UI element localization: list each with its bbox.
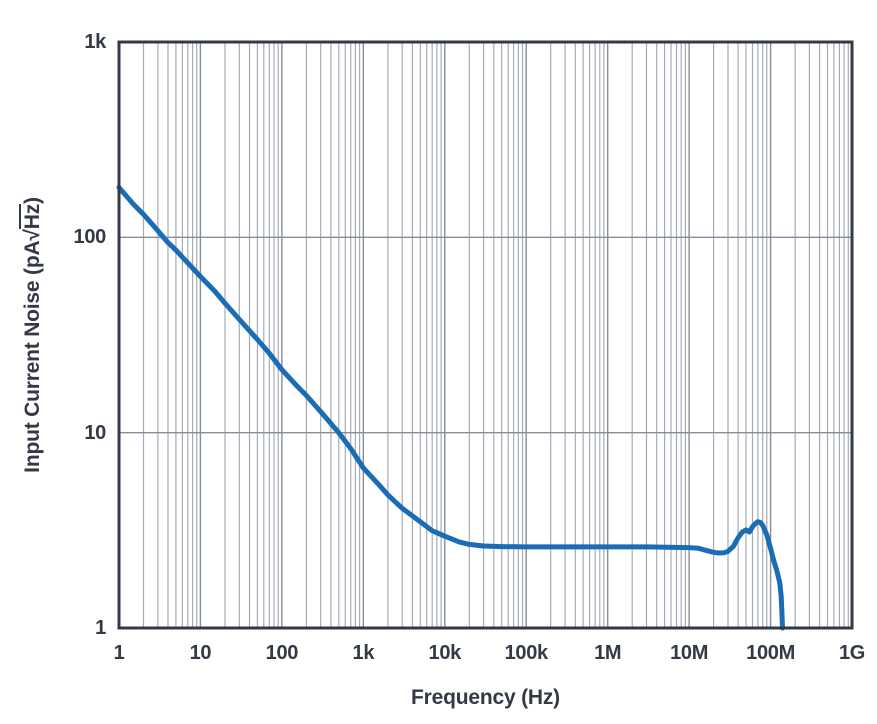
x-tick-label-10k: 10k	[428, 642, 462, 664]
x-axis-title: Frequency (Hz)	[411, 686, 560, 709]
x-tick-label-1G: 1G	[838, 642, 866, 664]
y-tick-label-1: 1	[95, 617, 106, 639]
x-tick-label-1M: 1M	[594, 642, 622, 664]
y-axis-title-overline-hz: Hz	[19, 203, 44, 230]
x-tick-label-10: 10	[189, 642, 212, 664]
y-tick-label-10: 10	[84, 421, 106, 444]
y-tick-label-100: 100	[73, 226, 107, 249]
x-tick-label-1: 1	[113, 642, 125, 664]
y-axis-title-prefix: Input Current Noise (pA√	[21, 229, 44, 473]
y-axis-title: Input Current Noise (pA√Hz)	[19, 35, 47, 635]
y-axis-title-suffix: )	[21, 197, 44, 204]
y-tick-label-1k: 1k	[84, 31, 106, 53]
noise-curve-input-current-noise	[116, 185, 785, 631]
x-tick-label-100M: 100M	[746, 642, 795, 664]
x-tick-label-1k: 1k	[352, 642, 375, 664]
x-tick-label-10M: 10M	[670, 642, 709, 664]
x-tick-label-100k: 100k	[504, 642, 549, 664]
x-tick-label-100: 100	[265, 642, 299, 664]
plot-border	[117, 40, 854, 630]
